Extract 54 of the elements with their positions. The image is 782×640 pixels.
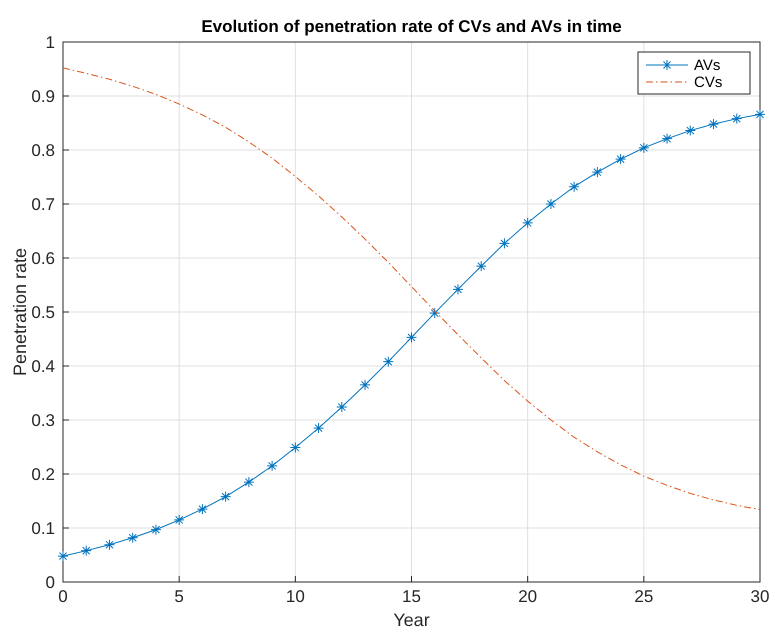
point xyxy=(150,524,162,536)
y-tick-label: 0.7 xyxy=(31,195,55,214)
x-tick-label: 15 xyxy=(402,587,421,606)
point xyxy=(58,550,68,562)
x-tick-label: 30 xyxy=(750,587,770,606)
point xyxy=(313,422,324,434)
y-tick-label: 0.6 xyxy=(31,249,55,268)
point xyxy=(382,356,394,368)
chart-title: Evolution of penetration rate of CVs and AVs in time xyxy=(201,17,622,36)
point xyxy=(243,476,254,488)
x-axis-title: Year xyxy=(393,610,430,630)
point xyxy=(498,238,510,249)
y-tick-label: 0.2 xyxy=(31,465,55,484)
x-tick-label: 25 xyxy=(634,587,654,606)
x-tick-label: 5 xyxy=(174,587,184,606)
y-tick-label: 0.9 xyxy=(31,87,55,106)
point xyxy=(522,217,534,228)
point xyxy=(104,539,115,550)
point xyxy=(684,125,696,136)
point xyxy=(290,442,301,454)
legend-label: AVs xyxy=(694,57,720,74)
point xyxy=(406,332,417,343)
point xyxy=(174,514,185,526)
y-tick-label: 0.8 xyxy=(31,141,55,160)
point xyxy=(360,379,371,390)
point xyxy=(731,113,742,124)
point xyxy=(196,504,208,515)
point xyxy=(336,402,348,413)
x-tick-label: 10 xyxy=(286,587,305,606)
point xyxy=(568,181,580,192)
x-tick-label: 0 xyxy=(58,587,68,606)
legend-label: CVs xyxy=(694,74,722,91)
point xyxy=(545,198,556,210)
point xyxy=(638,142,650,154)
y-tick-label: 1 xyxy=(46,33,55,52)
point xyxy=(708,118,720,130)
y-tick-label: 0.4 xyxy=(31,357,55,376)
x-tick-label: 20 xyxy=(518,587,538,606)
y-tick-label: 0 xyxy=(46,573,55,592)
point xyxy=(592,166,603,178)
point xyxy=(452,284,464,295)
point xyxy=(127,532,138,544)
point xyxy=(754,108,766,120)
y-axis-title: Penetration rate xyxy=(10,248,30,376)
point xyxy=(662,133,673,144)
point xyxy=(220,491,232,502)
point xyxy=(429,308,440,319)
point xyxy=(476,260,487,272)
y-tick-label: 0.1 xyxy=(31,519,55,538)
point xyxy=(615,154,626,165)
point xyxy=(266,460,278,472)
point xyxy=(80,545,92,556)
y-tick-label: 0.5 xyxy=(31,303,55,322)
y-tick-label: 0.3 xyxy=(31,411,55,430)
